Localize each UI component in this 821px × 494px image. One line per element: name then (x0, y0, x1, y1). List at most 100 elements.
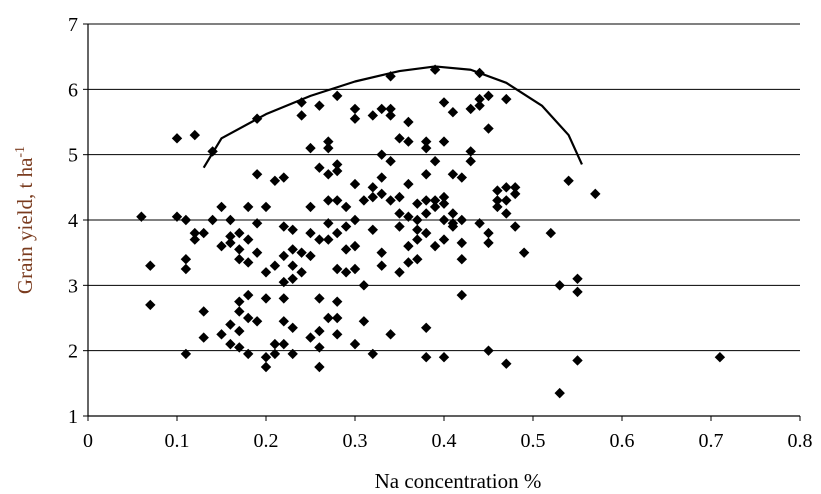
data-point (180, 214, 192, 226)
data-point (403, 178, 414, 190)
data-point (314, 325, 325, 337)
data-point (225, 214, 236, 226)
data-point (421, 136, 432, 147)
y-axis-label-main: Grain yield, t ha (13, 157, 37, 294)
data-point (287, 322, 298, 333)
data-point (572, 273, 583, 284)
data-point (349, 263, 361, 275)
data-point (456, 172, 467, 183)
data-point (323, 234, 334, 245)
data-point (207, 214, 218, 226)
data-point (349, 178, 361, 190)
data-point (385, 195, 396, 206)
data-point (225, 319, 236, 330)
data-point (590, 188, 601, 200)
data-point (438, 352, 450, 363)
y-tick-label: 7 (68, 14, 78, 36)
data-point (180, 263, 192, 275)
data-point (145, 260, 156, 271)
axes (83, 23, 801, 421)
data-point (421, 352, 432, 363)
data-point (340, 221, 352, 232)
data-point (545, 227, 556, 239)
data-point (447, 221, 459, 232)
data-point (483, 227, 494, 239)
data-point (278, 221, 289, 232)
x-axis-label: Na concentration % (375, 469, 542, 493)
data-point (572, 355, 583, 366)
data-point (358, 316, 370, 327)
data-point (385, 71, 396, 82)
data-point (554, 280, 565, 291)
data-point (421, 142, 432, 154)
data-point (501, 208, 512, 219)
data-point (332, 195, 343, 206)
data-point (251, 169, 263, 180)
data-point (403, 136, 414, 147)
data-point (332, 263, 343, 275)
data-point (492, 185, 503, 196)
fitted-curve (202, 65, 583, 169)
fitted-curve-group (202, 65, 583, 169)
data-point (314, 342, 325, 353)
x-tick-label: 0.4 (432, 430, 457, 452)
data-point (269, 348, 281, 360)
data-point (429, 201, 441, 213)
data-point (332, 296, 343, 307)
data-point (340, 267, 352, 278)
data-point (385, 103, 396, 115)
data-point (367, 224, 378, 235)
data-point (189, 227, 200, 239)
data-point (323, 312, 334, 324)
data-point (465, 146, 476, 157)
data-point (234, 296, 245, 307)
data-point (171, 133, 183, 144)
data-point (403, 116, 414, 128)
data-point (447, 208, 459, 219)
data-point (243, 348, 254, 360)
data-point (305, 250, 316, 262)
data-point (332, 159, 343, 170)
data-point (278, 276, 289, 288)
data-point (323, 136, 334, 147)
data-point (483, 123, 494, 134)
data-point (367, 348, 378, 360)
data-point (563, 175, 574, 186)
data-point (198, 332, 209, 343)
data-point (554, 387, 565, 399)
data-point (358, 280, 370, 291)
data-point (385, 156, 396, 167)
data-point (376, 172, 387, 183)
data-point (287, 224, 298, 235)
data-point (260, 361, 272, 373)
data-point (429, 195, 441, 206)
data-point (421, 208, 432, 219)
data-point (323, 169, 334, 180)
data-point (349, 214, 361, 226)
x-tick-label: 0.5 (521, 430, 546, 452)
data-point (251, 316, 263, 327)
data-point (456, 237, 467, 249)
data-point (234, 325, 245, 337)
data-point (412, 234, 423, 245)
data-point (340, 244, 352, 255)
data-point (278, 250, 289, 262)
y-axis-label-superscript: -1 (13, 146, 28, 158)
data-point (180, 254, 192, 265)
data-point (216, 201, 227, 213)
data-point (305, 227, 316, 239)
data-point (296, 110, 307, 121)
data-point (518, 247, 530, 258)
data-point (421, 227, 432, 239)
data-point (510, 188, 521, 200)
data-point (394, 133, 405, 144)
data-point (305, 201, 316, 213)
data-point (251, 218, 263, 229)
data-point (180, 348, 192, 360)
data-point (332, 312, 343, 324)
data-point (314, 234, 325, 245)
data-point (189, 129, 200, 141)
data-point (234, 244, 245, 255)
data-point (269, 260, 281, 271)
